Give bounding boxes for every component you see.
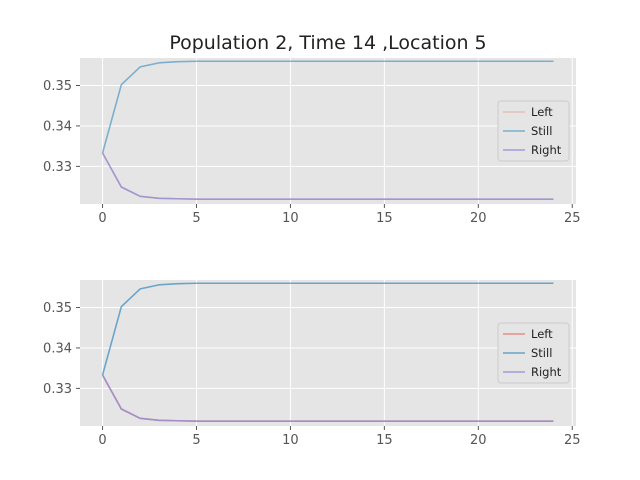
chart-title: Population 2, Time 14 ,Location 5: [169, 32, 486, 54]
panel-2-legend-label-right: Right: [531, 365, 562, 379]
panel-1-legend-label-right: Right: [531, 143, 562, 157]
panel-2-xtick-label-4: 20: [470, 433, 487, 448]
panel-1-plot-area: [80, 58, 576, 204]
panel-1-xtick-label-1: 5: [192, 211, 200, 226]
panel-1-legend: [497, 100, 570, 162]
panel-2-xtick-label-2: 10: [282, 433, 299, 448]
panel-1-xtick-label-4: 20: [470, 211, 487, 226]
panel-1-xtick-label-5: 25: [564, 211, 581, 226]
panel-2-legend: [497, 322, 570, 384]
panel-1: 0 5 10 15 20 25 0.33 0.34 0.35 Left Still Right: [43, 58, 581, 226]
panel-2-ytick-label-0: 0.33: [43, 382, 72, 397]
panel-1-xtick-label-0: 0: [98, 211, 106, 226]
panel-2-series-right-line: [101, 374, 554, 422]
panel-2-xtick-label-3: 15: [376, 433, 393, 448]
panel-2-legend-label-still: Still: [531, 346, 552, 360]
panel-2-xtick-label-0: 0: [98, 433, 106, 448]
panel-2: 0 5 10 15 20 25 0.33 0.34 0.35 Left Still Right: [43, 280, 581, 448]
panel-2-legend-label-left: Left: [531, 327, 553, 341]
panel-2-series-still-line: [101, 282, 554, 376]
panel-2-ytick-label-2: 0.35: [43, 301, 72, 316]
panel-1-legend-label-still: Still: [531, 124, 552, 138]
panel-2-plot-area: [80, 280, 576, 426]
panel-1-ytick-label-1: 0.34: [43, 119, 72, 134]
panel-2-xtick-label-5: 25: [564, 433, 581, 448]
panel-2-ytick-label-1: 0.34: [43, 341, 72, 356]
panel-1-ytick-label-2: 0.35: [43, 79, 72, 94]
panel-1-xtick-label-2: 10: [282, 211, 299, 226]
panel-2-xtick-label-1: 5: [192, 433, 200, 448]
panel-1-series-right-line: [101, 152, 554, 200]
panel-1-series-still-line: [101, 60, 554, 154]
panel-1-ytick-label-0: 0.33: [43, 160, 72, 175]
panel-1-xtick-label-3: 15: [376, 211, 393, 226]
panel-1-legend-label-left: Left: [531, 105, 553, 119]
